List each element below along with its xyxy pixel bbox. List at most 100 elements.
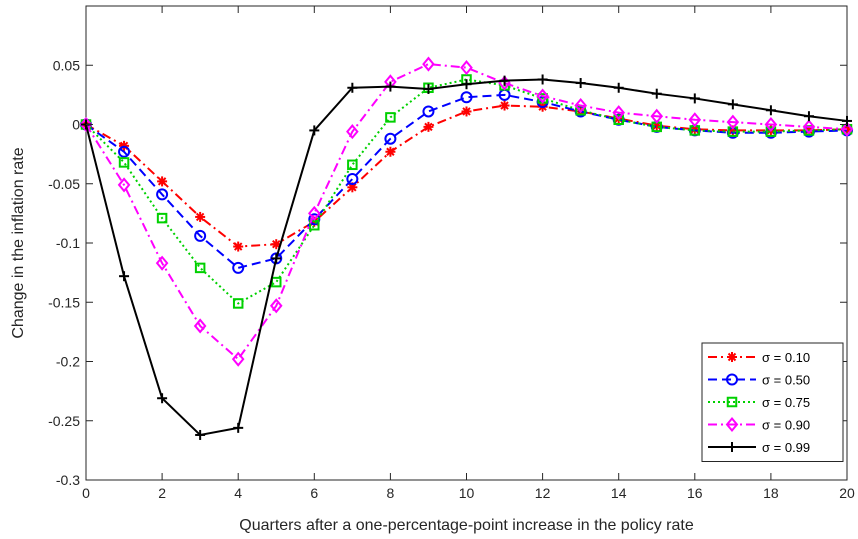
x-tick-label: 0 xyxy=(82,485,90,501)
data-point xyxy=(499,75,510,86)
x-axis-label: Quarters after a one-percentage-point in… xyxy=(239,517,694,534)
data-point xyxy=(232,261,245,274)
data-point xyxy=(651,88,662,99)
data-point xyxy=(309,125,320,136)
legend-item: σ = 0.90 xyxy=(708,416,810,433)
y-tick-label: -0.1 xyxy=(56,235,80,251)
series-line xyxy=(85,63,848,361)
data-point xyxy=(347,82,358,93)
axis-ticks: 0 2 4 6 8 10 12 14 16 18 20 -0.3 -0.25 -0.2 -0.15 -0.1 -… xyxy=(48,6,855,501)
x-tick-label: 14 xyxy=(611,485,627,501)
series-line xyxy=(85,93,848,269)
data-point xyxy=(385,112,396,123)
legend-item: σ = 0.10 xyxy=(708,350,810,365)
data-point xyxy=(308,213,321,226)
data-point xyxy=(460,60,473,76)
legend-label: σ = 0.99 xyxy=(762,440,810,455)
data-point xyxy=(193,318,207,334)
data-point xyxy=(650,108,664,124)
data-point xyxy=(271,239,282,250)
x-tick-label: 6 xyxy=(310,485,318,501)
data-point xyxy=(726,396,738,408)
data-point xyxy=(689,93,700,104)
legend-box xyxy=(701,342,844,462)
y-tick-label: 0.05 xyxy=(53,57,80,73)
data-point xyxy=(726,114,740,130)
x-tick-label: 20 xyxy=(839,485,855,501)
data-point xyxy=(536,88,549,104)
y-tick-label: -0.2 xyxy=(56,354,80,370)
data-point xyxy=(118,157,130,168)
data-point xyxy=(461,106,472,117)
y-tick-label: -0.25 xyxy=(48,413,80,429)
data-point xyxy=(155,255,169,271)
legend-label: σ = 0.10 xyxy=(762,350,810,365)
series xyxy=(81,74,852,440)
data-point xyxy=(688,112,702,128)
data-point xyxy=(423,83,434,94)
data-point xyxy=(727,352,737,362)
data-point xyxy=(233,422,244,433)
data-point xyxy=(195,211,206,222)
data-point xyxy=(271,276,282,288)
legend-label: σ = 0.90 xyxy=(762,418,810,433)
y-tick-label: 0 xyxy=(72,117,80,133)
data-point xyxy=(194,229,207,242)
data-point xyxy=(233,241,244,252)
data-point xyxy=(307,205,321,221)
data-point xyxy=(499,100,510,111)
y-axis-label: Change in the inflation rate xyxy=(10,147,27,338)
y-tick-label: -0.3 xyxy=(56,472,80,488)
data-point xyxy=(232,298,244,309)
data-point xyxy=(271,253,282,264)
data-point xyxy=(384,132,397,145)
y-tick-label: -0.05 xyxy=(48,176,80,192)
x-tick-label: 2 xyxy=(158,485,166,501)
data-point xyxy=(802,119,816,135)
data-point xyxy=(422,56,435,72)
data-point xyxy=(309,219,320,231)
series-layer xyxy=(79,56,854,440)
data-point xyxy=(195,429,206,440)
data-point xyxy=(79,116,93,133)
data-point xyxy=(575,78,586,89)
data-point xyxy=(156,212,168,224)
legend-item: σ = 0.50 xyxy=(708,373,810,388)
data-point xyxy=(385,81,396,92)
legend: σ = 0.10 σ = 0.50 σ = 0.75 σ = 0.90 σ = 0.99 xyxy=(701,342,844,462)
data-point xyxy=(613,114,624,126)
data-point xyxy=(422,105,435,118)
data-point xyxy=(118,145,131,158)
legend-label: σ = 0.75 xyxy=(762,395,810,410)
data-point xyxy=(726,373,738,386)
data-point xyxy=(461,79,472,90)
data-point xyxy=(157,176,168,187)
data-point xyxy=(612,105,626,121)
legend-item: σ = 0.99 xyxy=(708,440,810,455)
x-tick-label: 8 xyxy=(387,485,395,501)
legend-label: σ = 0.50 xyxy=(762,373,810,388)
data-point xyxy=(765,105,776,116)
x-tick-label: 12 xyxy=(535,485,551,501)
data-point xyxy=(460,91,473,104)
series-line xyxy=(85,104,848,248)
x-tick-label: 18 xyxy=(763,485,779,501)
data-point xyxy=(346,173,359,186)
data-point xyxy=(347,159,358,171)
data-point xyxy=(725,416,739,433)
data-point xyxy=(346,124,359,140)
data-point xyxy=(537,74,548,85)
data-point xyxy=(385,146,396,157)
data-point xyxy=(157,393,168,404)
data-point xyxy=(231,351,245,367)
x-tick-label: 16 xyxy=(687,485,703,501)
data-point xyxy=(423,121,434,132)
data-point xyxy=(269,298,283,314)
data-point xyxy=(347,182,358,193)
x-tick-label: 10 xyxy=(459,485,475,501)
y-tick-label: -0.15 xyxy=(48,294,80,310)
data-point xyxy=(764,116,778,133)
data-point xyxy=(117,177,131,193)
x-tick-label: 4 xyxy=(234,485,242,501)
